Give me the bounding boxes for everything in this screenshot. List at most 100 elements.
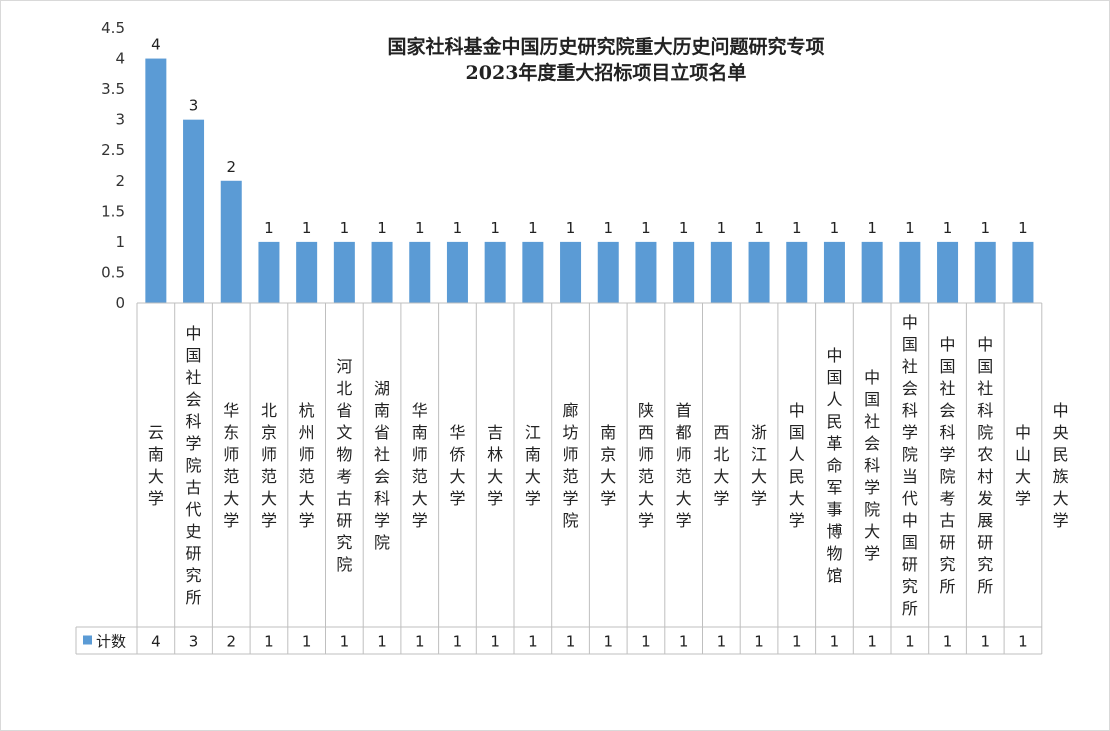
category-label-char: 所	[902, 599, 918, 618]
category-label: 中国人民大学中国人民大学	[789, 401, 805, 530]
category-label-char: 学	[186, 434, 202, 453]
bar	[1012, 241, 1034, 303]
category-label: 西北大学西北大学	[713, 423, 729, 508]
y-axis: 0 0.5 1 1.5 2 2.5 3 3.5 4 4.5	[101, 19, 125, 312]
category-label-char: 中	[864, 368, 880, 387]
bar-value-label: 4	[151, 36, 161, 54]
category-label-char: 事	[826, 500, 842, 519]
category-label-char: 州	[299, 423, 315, 442]
bar-value-label: 1	[679, 219, 689, 237]
bar-value-label: 1	[980, 219, 990, 237]
table-value-cell: 1	[641, 633, 651, 651]
category-label-char: 大	[449, 467, 465, 486]
table-value-cell: 1	[679, 633, 689, 651]
data-table: 云南大学云南大学中国社会科学院古代史研究所中国社会科学院古代史研究所华东师范大学…	[75, 303, 1069, 655]
category-label-char: 中	[1015, 423, 1031, 442]
category-label-char: 大	[261, 489, 277, 508]
category-label-char: 国	[902, 335, 918, 354]
category-label-char: 古	[336, 489, 352, 508]
category-label-char: 中	[940, 335, 956, 354]
category-label-char: 北	[336, 379, 352, 398]
bar	[296, 241, 318, 303]
category-label: 华东师范大学华东师范大学	[223, 401, 239, 530]
category-label-char: 学	[940, 445, 956, 464]
bar	[748, 241, 770, 303]
category-label-char: 吉	[487, 423, 503, 442]
bar-value-label: 2	[226, 158, 236, 176]
category-label: 江南大学江南大学	[525, 423, 541, 508]
category-label-char: 范	[676, 467, 692, 486]
category-label-char: 究	[336, 533, 352, 552]
category-label-char: 南	[148, 445, 164, 464]
category-label-char: 大	[600, 467, 616, 486]
bar-value-label: 1	[377, 219, 387, 237]
category-label-char: 学	[148, 489, 164, 508]
category-label-char: 大	[525, 467, 541, 486]
bar	[409, 241, 431, 303]
category-label-char: 研	[977, 533, 993, 552]
category-label-char: 南	[600, 423, 616, 442]
category-label-char: 学	[789, 511, 805, 530]
bar	[446, 241, 468, 303]
category-label: 浙江大学浙江大学	[751, 423, 767, 508]
category-label-char: 中	[902, 511, 918, 530]
category-label-char: 范	[299, 467, 315, 486]
bar-value-label: 1	[867, 219, 877, 237]
category-label-char: 研	[186, 544, 202, 563]
y-tick-label: 2.5	[101, 141, 125, 159]
category-label-char: 西	[638, 423, 654, 442]
category-label-char: 省	[374, 423, 390, 442]
bar-value-label: 1	[830, 219, 840, 237]
y-tick-label: 1	[115, 233, 125, 251]
category-label-char: 河	[336, 357, 352, 376]
data-labels: 4 3 2 1 1 1 1 1 1 1 1 1 1 1 1 1 1 1 1 1 1 1 1 1	[151, 36, 1028, 237]
category-label: 陕西师范大学陕西师范大学	[638, 401, 654, 530]
y-tick-label: 1.5	[101, 202, 125, 220]
category-label-char: 陕	[638, 401, 654, 420]
category-label-char: 院	[563, 511, 579, 530]
bar-value-label: 1	[792, 219, 802, 237]
category-label-char: 国	[977, 357, 993, 376]
category-label-char: 院	[977, 423, 993, 442]
category-label-char: 北	[261, 401, 277, 420]
category-label-char: 军	[826, 478, 842, 497]
bar-value-label: 3	[189, 97, 199, 115]
category-label-char: 学	[374, 511, 390, 530]
category-label-char: 国	[864, 390, 880, 409]
category-label-char: 中	[1053, 401, 1069, 420]
bar-value-label: 1	[490, 219, 500, 237]
category-label-char: 代	[902, 489, 918, 508]
category-label-char: 农	[977, 445, 993, 464]
category-label-char: 社	[940, 379, 956, 398]
category-label-char: 学	[563, 489, 579, 508]
category-label-char: 范	[563, 467, 579, 486]
table-value-cell: 1	[566, 633, 576, 651]
bar-value-label: 1	[415, 219, 425, 237]
category-label-char: 馆	[826, 566, 842, 585]
category-label-char: 发	[977, 489, 993, 508]
bar	[823, 241, 845, 303]
category-label-char: 山	[1015, 445, 1031, 464]
table-value-cell: 1	[943, 633, 953, 651]
category-label-char: 学	[751, 489, 767, 508]
category-label-char: 首	[676, 401, 692, 420]
chart-title: 国家社科基金中国历史研究院重大历史问题研究专项 2023年度重大招标项目立项名单	[387, 35, 824, 84]
category-label: 吉林大学吉林大学	[487, 423, 503, 508]
legend-swatch	[83, 635, 92, 645]
table-value-cell: 1	[980, 633, 990, 651]
category-label-char: 大	[1015, 467, 1031, 486]
category-label-char: 大	[487, 467, 503, 486]
category-label-char: 东	[223, 423, 239, 442]
bar	[333, 241, 355, 303]
category-label-char: 族	[1053, 467, 1069, 486]
category-label-char: 江	[751, 445, 767, 464]
category-label-char: 中	[186, 324, 202, 343]
category-label-char: 研	[336, 511, 352, 530]
category-label: 杭州师范大学杭州师范大学	[299, 401, 315, 530]
bar-value-label: 1	[566, 219, 576, 237]
chart-title-line-2: 2023年度重大招标项目立项名单	[466, 61, 747, 84]
category-label-char: 院	[864, 500, 880, 519]
category-label-char: 国	[940, 357, 956, 376]
bar	[145, 58, 167, 303]
